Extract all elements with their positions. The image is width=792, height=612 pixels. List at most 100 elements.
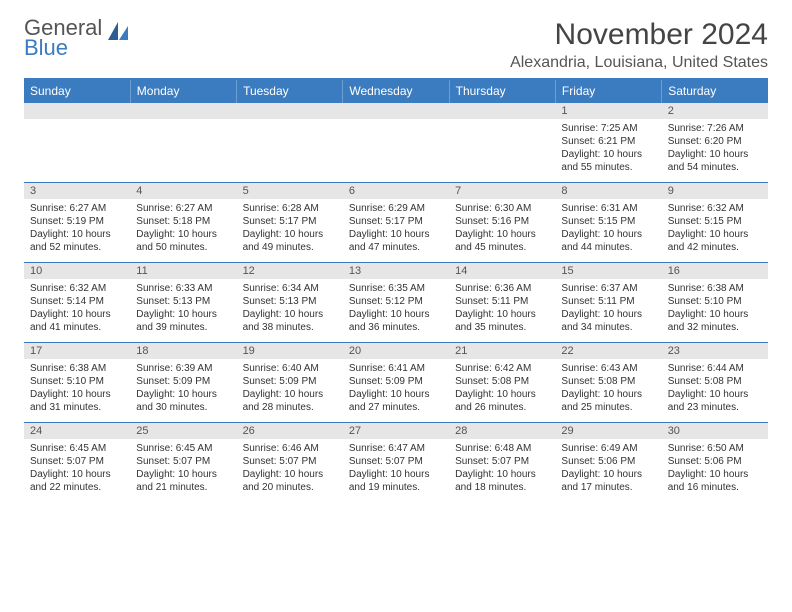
calendar-week-row: 10Sunrise: 6:32 AMSunset: 5:14 PMDayligh… (24, 263, 768, 343)
sunset-text: Sunset: 5:10 PM (668, 295, 762, 308)
day-number: 13 (343, 263, 449, 279)
sunset-text: Sunset: 5:06 PM (561, 455, 655, 468)
sunrise-text: Sunrise: 6:29 AM (349, 202, 443, 215)
location-subtitle: Alexandria, Louisiana, United States (510, 54, 768, 72)
day-number (24, 103, 130, 119)
daylight-text: Daylight: 10 hours and 50 minutes. (136, 228, 230, 254)
weekday-header: Tuesday (237, 80, 343, 103)
sunrise-text: Sunrise: 6:50 AM (668, 442, 762, 455)
calendar-cell: 24Sunrise: 6:45 AMSunset: 5:07 PMDayligh… (24, 423, 130, 503)
sail-icon (106, 20, 130, 47)
daylight-text: Daylight: 10 hours and 21 minutes. (136, 468, 230, 494)
daylight-text: Daylight: 10 hours and 52 minutes. (30, 228, 124, 254)
sunset-text: Sunset: 5:08 PM (668, 375, 762, 388)
sunrise-text: Sunrise: 6:30 AM (455, 202, 549, 215)
daylight-text: Daylight: 10 hours and 49 minutes. (243, 228, 337, 254)
day-number: 7 (449, 183, 555, 199)
title-block: November 2024 Alexandria, Louisiana, Uni… (510, 18, 768, 72)
daylight-text: Daylight: 10 hours and 45 minutes. (455, 228, 549, 254)
sunset-text: Sunset: 5:13 PM (136, 295, 230, 308)
sunrise-text: Sunrise: 6:45 AM (30, 442, 124, 455)
day-number: 16 (662, 263, 768, 279)
sunrise-text: Sunrise: 6:37 AM (561, 282, 655, 295)
sunrise-text: Sunrise: 6:45 AM (136, 442, 230, 455)
brand-logo: General Blue (24, 18, 130, 58)
sunset-text: Sunset: 5:09 PM (136, 375, 230, 388)
sunrise-text: Sunrise: 6:47 AM (349, 442, 443, 455)
daylight-text: Daylight: 10 hours and 16 minutes. (668, 468, 762, 494)
weekday-header: Friday (555, 80, 661, 103)
day-number: 2 (662, 103, 768, 119)
sunset-text: Sunset: 5:17 PM (243, 215, 337, 228)
daylight-text: Daylight: 10 hours and 27 minutes. (349, 388, 443, 414)
calendar-cell: 3Sunrise: 6:27 AMSunset: 5:19 PMDaylight… (24, 183, 130, 263)
calendar-cell (237, 103, 343, 183)
sunset-text: Sunset: 5:11 PM (561, 295, 655, 308)
calendar-cell: 15Sunrise: 6:37 AMSunset: 5:11 PMDayligh… (555, 263, 661, 343)
calendar-cell: 26Sunrise: 6:46 AMSunset: 5:07 PMDayligh… (237, 423, 343, 503)
daylight-text: Daylight: 10 hours and 17 minutes. (561, 468, 655, 494)
calendar-week-row: 24Sunrise: 6:45 AMSunset: 5:07 PMDayligh… (24, 423, 768, 503)
calendar-cell: 23Sunrise: 6:44 AMSunset: 5:08 PMDayligh… (662, 343, 768, 423)
day-number: 21 (449, 343, 555, 359)
weekday-header: Monday (130, 80, 236, 103)
sunset-text: Sunset: 5:07 PM (455, 455, 549, 468)
day-number (130, 103, 236, 119)
calendar-cell: 6Sunrise: 6:29 AMSunset: 5:17 PMDaylight… (343, 183, 449, 263)
sunset-text: Sunset: 5:15 PM (668, 215, 762, 228)
calendar-cell: 17 Sunrise: 6:38 AMSunset: 5:10 PMDayligh… (24, 343, 130, 423)
day-details: Sunrise: 6:34 AMSunset: 5:13 PMDaylight:… (237, 279, 343, 342)
sunset-text: Sunset: 5:06 PM (668, 455, 762, 468)
day-details: Sunrise: 6:30 AMSunset: 5:16 PMDaylight:… (449, 199, 555, 262)
day-number (237, 103, 343, 119)
daylight-text: Daylight: 10 hours and 47 minutes. (349, 228, 443, 254)
sunrise-text: Sunrise: 6:34 AM (243, 282, 337, 295)
day-details: Sunrise: 6:40 AMSunset: 5:09 PMDaylight:… (237, 359, 343, 422)
day-number: 18 (130, 343, 236, 359)
daylight-text: Daylight: 10 hours and 38 minutes. (243, 308, 337, 334)
day-details: Sunrise: 6:49 AMSunset: 5:06 PMDaylight:… (555, 439, 661, 502)
calendar-cell: 14Sunrise: 6:36 AMSunset: 5:11 PMDayligh… (449, 263, 555, 343)
sunset-text: Sunset: 5:14 PM (30, 295, 124, 308)
day-number: 29 (555, 423, 661, 439)
day-number: 15 (555, 263, 661, 279)
sunset-text: Sunset: 5:10 PM (30, 375, 124, 388)
day-number: 6 (343, 183, 449, 199)
daylight-text: Daylight: 10 hours and 55 minutes. (561, 148, 655, 174)
daylight-text: Daylight: 10 hours and 31 minutes. (30, 388, 124, 414)
calendar-week-row: 1Sunrise: 7:25 AMSunset: 6:21 PMDaylight… (24, 103, 768, 183)
sunrise-text: Sunrise: 6:41 AM (349, 362, 443, 375)
day-details: Sunrise: 6:29 AMSunset: 5:17 PMDaylight:… (343, 199, 449, 262)
sunrise-text: Sunrise: 6:38 AM (30, 362, 124, 375)
sunrise-text: Sunrise: 6:28 AM (243, 202, 337, 215)
sunset-text: Sunset: 5:11 PM (455, 295, 549, 308)
sunrise-text: Sunrise: 6:27 AM (30, 202, 124, 215)
day-details: Sunrise: 6:33 AMSunset: 5:13 PMDaylight:… (130, 279, 236, 342)
sunrise-text: Sunrise: 6:44 AM (668, 362, 762, 375)
sunset-text: Sunset: 5:08 PM (561, 375, 655, 388)
day-details: Sunrise: 6:47 AMSunset: 5:07 PMDaylight:… (343, 439, 449, 502)
weekday-header: Wednesday (343, 80, 449, 103)
weekday-header: Sunday (24, 80, 130, 103)
calendar-cell: 2Sunrise: 7:26 AMSunset: 6:20 PMDaylight… (662, 103, 768, 183)
day-details: Sunrise: 6:39 AMSunset: 5:09 PMDaylight:… (130, 359, 236, 422)
weekday-header-row: Sunday Monday Tuesday Wednesday Thursday… (24, 80, 768, 103)
calendar-cell: 1Sunrise: 7:25 AMSunset: 6:21 PMDaylight… (555, 103, 661, 183)
calendar-cell: 21Sunrise: 6:42 AMSunset: 5:08 PMDayligh… (449, 343, 555, 423)
day-details: Sunrise: 6:32 AMSunset: 5:15 PMDaylight:… (662, 199, 768, 262)
day-number: 30 (662, 423, 768, 439)
sunrise-text: Sunrise: 6:32 AM (668, 202, 762, 215)
calendar-cell: 5Sunrise: 6:28 AMSunset: 5:17 PMDaylight… (237, 183, 343, 263)
sunset-text: Sunset: 5:08 PM (455, 375, 549, 388)
day-number: 11 (130, 263, 236, 279)
day-details: Sunrise: 6:27 AMSunset: 5:19 PMDaylight:… (24, 199, 130, 262)
day-number: 17 (24, 343, 130, 359)
page-header: General Blue November 2024 Alexandria, L… (24, 18, 768, 72)
sunset-text: Sunset: 5:09 PM (243, 375, 337, 388)
sunrise-text: Sunrise: 6:36 AM (455, 282, 549, 295)
daylight-text: Daylight: 10 hours and 18 minutes. (455, 468, 549, 494)
sunset-text: Sunset: 5:18 PM (136, 215, 230, 228)
day-number: 26 (237, 423, 343, 439)
sunset-text: Sunset: 5:12 PM (349, 295, 443, 308)
calendar-cell (343, 103, 449, 183)
